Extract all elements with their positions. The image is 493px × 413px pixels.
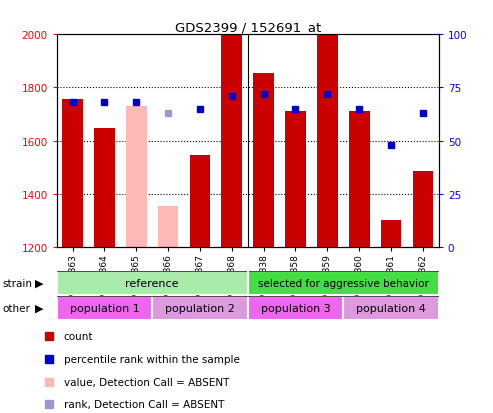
Bar <box>343 296 439 320</box>
Bar <box>413 171 433 248</box>
Bar <box>253 74 274 248</box>
Bar <box>94 129 115 248</box>
Bar <box>190 156 211 248</box>
Text: population 2: population 2 <box>165 303 235 313</box>
Text: percentile rank within the sample: percentile rank within the sample <box>64 354 240 364</box>
Bar <box>247 296 343 320</box>
Text: other: other <box>2 303 31 313</box>
Text: reference: reference <box>125 278 179 288</box>
Bar <box>158 206 178 248</box>
Bar <box>381 221 401 248</box>
Title: GDS2399 / 152691_at: GDS2399 / 152691_at <box>175 21 321 34</box>
Text: population 1: population 1 <box>70 303 140 313</box>
Text: count: count <box>64 332 93 342</box>
Bar <box>317 35 338 248</box>
Text: rank, Detection Call = ABSENT: rank, Detection Call = ABSENT <box>64 399 224 409</box>
Bar <box>57 271 247 295</box>
Text: population 3: population 3 <box>261 303 330 313</box>
Bar <box>126 107 146 248</box>
Bar <box>349 112 370 248</box>
Text: population 4: population 4 <box>356 303 426 313</box>
Text: selected for aggressive behavior: selected for aggressive behavior <box>258 278 429 288</box>
Text: value, Detection Call = ABSENT: value, Detection Call = ABSENT <box>64 377 229 387</box>
Text: ▶: ▶ <box>35 278 43 288</box>
Text: ▶: ▶ <box>35 303 43 313</box>
Bar <box>152 296 247 320</box>
Bar <box>247 271 439 295</box>
Text: strain: strain <box>2 278 33 288</box>
Bar <box>285 112 306 248</box>
Bar <box>57 296 152 320</box>
Bar <box>221 35 242 248</box>
Bar <box>62 100 83 248</box>
